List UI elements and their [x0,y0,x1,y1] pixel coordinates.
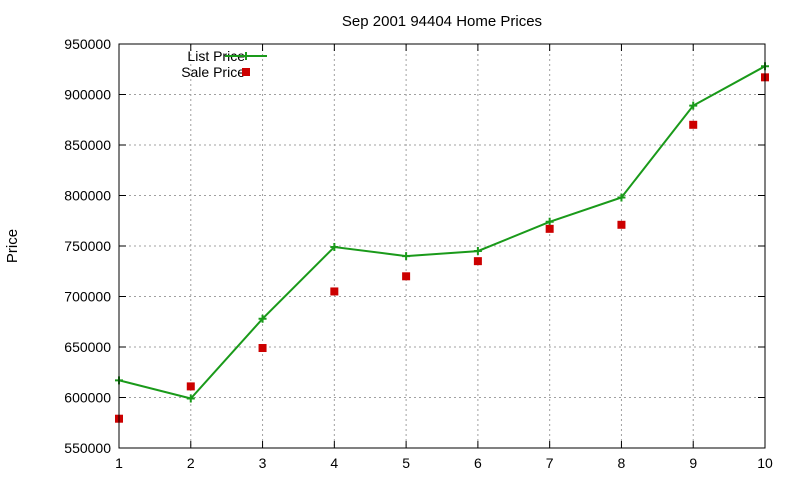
legend-label: List Price [187,48,245,64]
sale-price-point [402,272,411,281]
x-tick-label: 3 [259,455,267,471]
y-tick-label: 600000 [64,390,111,406]
x-tick-label: 1 [115,455,123,471]
list-price-point [617,193,626,202]
sale-price-point [330,287,339,296]
axes: 550000 600000 650000 700000 750000 800000 8500… [64,36,773,471]
x-tick-label: 9 [689,455,697,471]
sale-price-point [617,220,626,229]
list-price-point [330,243,339,252]
list-price-point [402,252,411,261]
list-price-point [473,247,482,256]
y-tick-label: 650000 [64,339,111,355]
y-tick-label: 850000 [64,137,111,153]
y-tick-label: 950000 [64,36,111,52]
list-price-point [186,394,195,403]
x-tick-label: 8 [618,455,626,471]
y-tick-label: 750000 [64,238,111,254]
x-tick-label: 10 [757,455,773,471]
sale-price-point [473,257,482,266]
x-tick-label: 6 [474,455,482,471]
x-tick-label: 4 [330,455,338,471]
y-tick-label: 900000 [64,87,111,103]
y-tick-label: 700000 [64,289,111,305]
x-tick-label: 7 [546,455,554,471]
x-tick-label: 5 [402,455,410,471]
legend-label: Sale Price [181,64,245,80]
list-price-line [118,65,766,400]
y-tick-label: 550000 [64,440,111,456]
y-axis-label: Price [4,229,21,263]
series-layer [115,62,769,423]
sale-price-point [689,120,698,129]
sale-price-point [545,224,554,233]
y-tick-label: 800000 [64,188,111,204]
grid [119,44,765,448]
list-price-point [545,217,554,226]
legend-swatch-marker [242,68,250,76]
chart-title: Sep 2001 94404 Home Prices [342,13,542,30]
sale-price-point [186,382,195,391]
x-tick-label: 2 [187,455,195,471]
sale-price-point [258,344,267,353]
list-price-point [689,101,698,110]
list-price-point [258,314,267,323]
legend-swatch-marker [242,52,250,60]
